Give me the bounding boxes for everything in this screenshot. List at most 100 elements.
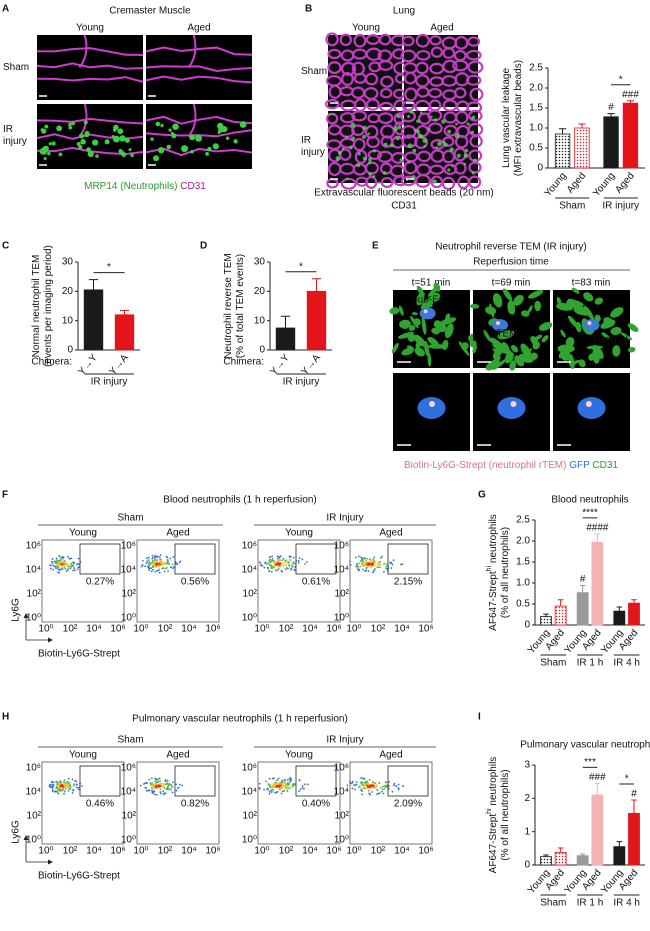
flow-event xyxy=(275,781,278,784)
flow-event xyxy=(171,563,174,566)
flow-event xyxy=(71,792,74,794)
flow-event xyxy=(151,786,154,788)
error-bar xyxy=(557,599,564,607)
flow-event xyxy=(287,561,290,563)
x-tick-label: Aged xyxy=(565,171,588,196)
flow-event xyxy=(379,561,382,563)
flow-event xyxy=(297,561,300,564)
flow-event xyxy=(150,570,153,573)
neutrophil xyxy=(58,152,63,157)
bead xyxy=(411,174,416,180)
bead xyxy=(443,142,448,147)
flow-event xyxy=(155,781,158,784)
y-tick-label: 1.0 xyxy=(516,578,530,589)
significance: *** xyxy=(584,757,596,768)
flow-event xyxy=(287,778,289,781)
flow-event xyxy=(380,786,382,789)
flow-event xyxy=(52,568,54,571)
neutrophil xyxy=(48,142,52,146)
flow-event xyxy=(281,790,284,793)
flow-event xyxy=(361,558,364,561)
alveolus xyxy=(401,35,415,47)
flow-event xyxy=(65,570,68,573)
flow-event xyxy=(301,786,304,789)
alveolus xyxy=(365,98,380,111)
flow-event xyxy=(291,785,294,788)
column-label: Aged xyxy=(187,23,210,34)
flow-event xyxy=(169,566,172,568)
neutrophil xyxy=(47,151,51,156)
neutrophil xyxy=(87,150,94,158)
bead xyxy=(471,115,476,120)
flow-event xyxy=(272,561,275,564)
flow-event xyxy=(373,556,376,559)
flow-event xyxy=(276,779,279,782)
tissue xyxy=(492,293,503,308)
panel-label: D xyxy=(200,241,207,252)
y-tick-label: 30 xyxy=(254,257,266,268)
flow-event xyxy=(365,785,367,788)
flow-event xyxy=(59,556,62,559)
flow-event xyxy=(270,564,273,567)
alveolus xyxy=(354,149,368,164)
flow-event xyxy=(264,561,267,564)
tissue xyxy=(444,323,454,339)
tissue xyxy=(414,347,425,357)
column-label: Young xyxy=(76,23,104,34)
flow-event xyxy=(271,777,274,780)
group-label: Sham xyxy=(540,898,566,909)
error-bar xyxy=(631,599,637,604)
flow-event xyxy=(69,567,72,570)
bead xyxy=(422,138,428,143)
significance: * xyxy=(619,74,623,85)
bead xyxy=(361,134,367,139)
neutrophil xyxy=(51,141,56,146)
bar xyxy=(114,314,135,351)
neutrophil xyxy=(221,125,228,133)
bar xyxy=(306,290,327,351)
flow-event xyxy=(75,783,78,786)
y-tick-label: 10 xyxy=(254,315,266,326)
flow-event xyxy=(55,559,58,562)
flow-event xyxy=(152,792,154,795)
significance: # xyxy=(580,574,586,585)
flow-event xyxy=(258,782,261,785)
bar xyxy=(613,846,626,866)
bead xyxy=(408,171,411,175)
x-tick-label: 10² xyxy=(371,624,386,635)
x-tick-label: 10² xyxy=(158,846,173,857)
bar xyxy=(628,812,640,866)
label-part: (% of all neutrophils) xyxy=(500,769,511,860)
flow-event xyxy=(382,792,385,795)
flow-event xyxy=(381,788,384,791)
flow-event xyxy=(67,790,70,792)
y-tick-label: 10² xyxy=(27,589,42,600)
flow-event xyxy=(275,785,278,787)
flow-event xyxy=(301,785,304,787)
significance: * xyxy=(107,262,111,273)
bead xyxy=(416,130,420,134)
column-label: Aged xyxy=(430,23,453,34)
label-part: Lung vascular leakage xyxy=(501,68,512,169)
tissue xyxy=(541,335,549,343)
bead xyxy=(419,135,424,139)
y-tick-label: 2.5 xyxy=(516,515,530,526)
y-tick-label: 10⁴ xyxy=(334,787,349,798)
y-tick-label: 10⁶ xyxy=(121,763,136,774)
caption-part: MRP14 (Neutrophils) xyxy=(84,181,177,192)
flow-event xyxy=(376,784,378,786)
significance: # xyxy=(631,789,637,800)
flow-event xyxy=(379,563,382,566)
tissue xyxy=(406,345,415,351)
flow-event xyxy=(368,778,371,781)
flow-event xyxy=(153,783,155,785)
neutrophil xyxy=(172,123,179,131)
significance: ### xyxy=(622,89,639,100)
alveolus xyxy=(380,176,394,189)
plot-frame xyxy=(257,761,341,845)
flow-event xyxy=(70,562,73,565)
bead xyxy=(407,143,413,149)
gate xyxy=(79,765,121,797)
plot-frame xyxy=(257,539,341,623)
y-tick-label: 20 xyxy=(62,286,74,297)
